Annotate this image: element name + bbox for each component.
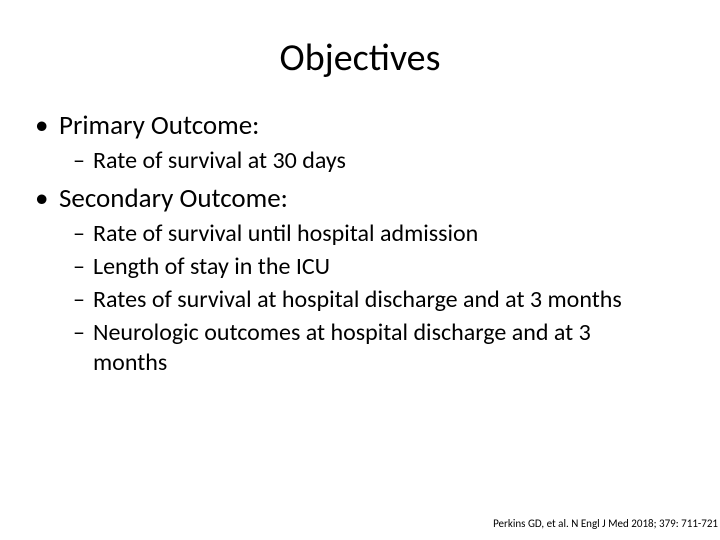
slide-container: Objectives • Primary Outcome: – Rate of …	[0, 0, 720, 540]
dash-icon: –	[73, 252, 93, 282]
citation-text: Perkins GD, et al. N Engl J Med 2018; 37…	[493, 517, 718, 530]
secondary-outcome-item: – Rate of survival until hospital admiss…	[73, 219, 700, 249]
secondary-outcome-item: – Rates of survival at hospital discharg…	[73, 285, 700, 315]
dash-icon: –	[73, 219, 93, 249]
slide-title: Objectives	[20, 35, 700, 81]
dash-icon: –	[73, 285, 93, 315]
primary-outcome-heading: • Primary Outcome:	[35, 109, 700, 142]
secondary-outcome-heading: • Secondary Outcome:	[35, 182, 700, 215]
dash-icon: –	[73, 318, 93, 348]
bullet-icon: •	[35, 109, 59, 142]
bullet-icon: •	[35, 182, 59, 215]
primary-outcome-item: – Rate of survival at 30 days	[73, 146, 700, 176]
secondary-outcome-item: – Neurologic outcomes at hospital discha…	[73, 318, 700, 378]
content-area: • Primary Outcome: – Rate of survival at…	[20, 109, 700, 378]
secondary-outcome-item: – Length of stay in the ICU	[73, 252, 700, 282]
dash-icon: –	[73, 146, 93, 176]
